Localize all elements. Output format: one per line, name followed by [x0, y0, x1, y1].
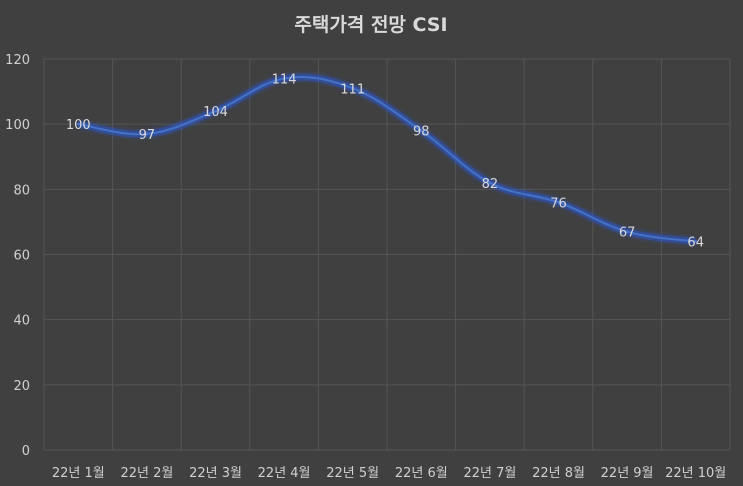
data-label: 104 [203, 105, 228, 120]
x-tick-label: 22년 2월 [120, 466, 173, 481]
y-tick-label: 100 [5, 118, 30, 133]
data-point [145, 132, 149, 136]
x-tick-label: 22년 4월 [258, 466, 311, 481]
data-point [76, 122, 80, 126]
data-label: 100 [66, 118, 91, 133]
data-point [419, 129, 423, 133]
x-tick-label: 22년 8월 [532, 466, 585, 481]
data-label: 67 [619, 226, 636, 241]
y-tick-label: 0 [22, 444, 30, 459]
x-tick-label: 22년 6월 [395, 466, 448, 481]
y-tick-label: 20 [13, 379, 30, 394]
data-label: 76 [550, 196, 567, 211]
x-tick-label: 22년 3월 [189, 466, 242, 481]
data-label: 82 [482, 177, 499, 192]
x-tick-label: 22년 7월 [463, 466, 516, 481]
data-label: 64 [687, 235, 704, 250]
y-axis: 0 20 40 60 80 100 120 [5, 53, 30, 459]
data-label: 111 [340, 82, 365, 97]
data-point [282, 77, 286, 81]
y-tick-label: 80 [13, 183, 30, 198]
x-tick-label: 22년 5월 [326, 466, 379, 481]
data-label: 98 [413, 125, 430, 140]
series-line [78, 76, 696, 243]
series-group [76, 73, 698, 245]
data-label: 114 [272, 73, 297, 88]
data-point [351, 86, 355, 90]
y-tick-label: 40 [13, 314, 30, 329]
data-labels: 100 97 104 114 111 98 82 76 67 64 [66, 73, 704, 251]
data-point [488, 181, 492, 185]
data-point [694, 239, 698, 243]
gridlines [43, 58, 731, 451]
data-label: 97 [139, 128, 156, 143]
y-tick-label: 60 [13, 249, 30, 264]
x-axis: 22년 1월 22년 2월 22년 3월 22년 4월 22년 5월 22년 6월 22년 … [52, 466, 726, 481]
x-tick-label: 22년 9월 [601, 466, 654, 481]
y-tick-label: 120 [5, 53, 30, 68]
chart-title: 주택가격 전망 CSI [294, 14, 447, 36]
x-tick-label: 22년 10월 [665, 466, 726, 481]
data-point [557, 200, 560, 204]
data-point [214, 109, 217, 113]
data-point [625, 230, 629, 234]
x-tick-label: 22년 1월 [52, 466, 105, 481]
